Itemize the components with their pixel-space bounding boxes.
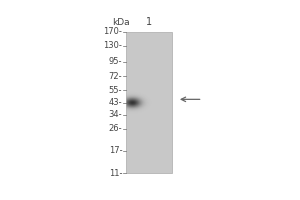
Text: 26-: 26- — [109, 124, 122, 133]
Text: 11-: 11- — [109, 169, 122, 178]
Text: 130-: 130- — [103, 41, 122, 50]
Bar — [126, 32, 172, 173]
Text: 95-: 95- — [109, 57, 122, 66]
Text: 17-: 17- — [109, 146, 122, 155]
Text: 55-: 55- — [109, 86, 122, 95]
Text: 1: 1 — [146, 17, 152, 27]
Text: 34-: 34- — [109, 110, 122, 119]
Text: 43-: 43- — [109, 98, 122, 107]
Text: 170-: 170- — [103, 27, 122, 36]
Text: kDa: kDa — [112, 18, 130, 27]
Text: 72-: 72- — [109, 72, 122, 81]
